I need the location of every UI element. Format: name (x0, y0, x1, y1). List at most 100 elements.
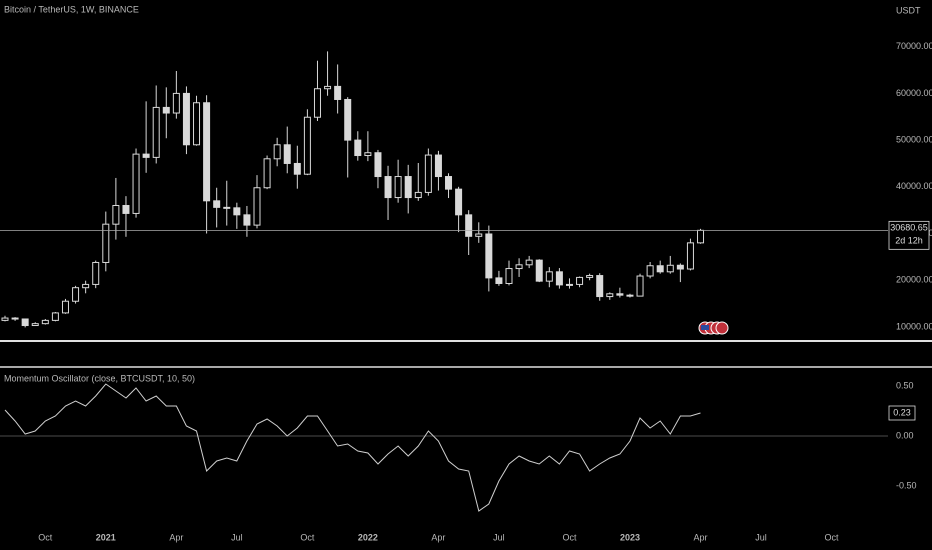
candle-body (666, 264, 674, 273)
candle-body (293, 162, 301, 175)
candle-body (72, 287, 80, 302)
candle-body (676, 264, 684, 270)
y-tick-label: -0.50 (896, 480, 917, 490)
candle-body (545, 271, 553, 282)
candle-body (515, 264, 523, 270)
candle-body (555, 271, 563, 286)
candle-body (525, 259, 533, 266)
candle-body (243, 214, 251, 226)
candle-body (213, 200, 221, 208)
candle-body (283, 144, 291, 164)
candle-body (606, 293, 614, 298)
countdown: 2d 12h (895, 236, 923, 246)
x-tick-label: Jul (493, 532, 505, 542)
candle-body (697, 229, 705, 244)
candle-body (11, 317, 19, 320)
candle-body (394, 176, 402, 199)
candle-body (152, 106, 160, 158)
y-tick-label: 20000.00 (896, 275, 932, 285)
candle-body (82, 283, 90, 289)
candle-body (434, 154, 442, 178)
candle-body (384, 176, 392, 199)
y-tick-label: 10000.00 (896, 321, 932, 331)
candle-body (313, 88, 321, 118)
candle-body (364, 152, 372, 157)
candle-body (485, 233, 493, 279)
candle-body (132, 153, 140, 214)
candle-body (233, 207, 241, 216)
candle-body (41, 319, 49, 325)
candle-body (424, 154, 432, 193)
x-tick-label: Jul (231, 532, 243, 542)
candle-body (263, 158, 271, 189)
x-tick-label: 2022 (358, 532, 378, 542)
candle-body (21, 318, 29, 327)
candle-body (475, 233, 483, 237)
candle-body (596, 275, 604, 298)
candle-body (162, 106, 170, 114)
y-axis-label: USDT (896, 5, 921, 15)
candle-body (495, 277, 503, 284)
x-tick-label: Apr (431, 532, 445, 542)
candle-body (223, 206, 231, 209)
candle-body (142, 153, 150, 158)
candle-body (344, 98, 352, 141)
candle-body (414, 191, 422, 199)
candle-body (374, 152, 382, 178)
candle-body (505, 268, 513, 284)
x-tick-label: Apr (169, 532, 183, 542)
candle-body (576, 276, 584, 285)
y-tick-label: 50000.00 (896, 134, 932, 144)
candle-body (636, 275, 644, 297)
candle-body (656, 265, 664, 273)
candle-body (445, 176, 453, 190)
candle-body (324, 85, 332, 90)
event-icons (698, 321, 729, 335)
candle-body (92, 261, 100, 285)
last-price-label: 30680.65 (890, 223, 928, 233)
x-tick-label: Oct (38, 532, 53, 542)
y-tick-label: 40000.00 (896, 181, 932, 191)
y-tick-label: 0.00 (896, 430, 914, 440)
candle-body (303, 116, 311, 175)
x-tick-label: Oct (825, 532, 840, 542)
candle-body (273, 144, 281, 160)
last-value-label: 0.23 (893, 407, 911, 417)
last-value-box (888, 405, 916, 421)
candle-body (193, 102, 201, 146)
candle-body (51, 312, 59, 321)
candle-body (616, 293, 624, 296)
candle-body (1, 317, 9, 321)
candle-body (112, 204, 120, 225)
candle-body (354, 139, 362, 157)
candle-body (122, 204, 130, 214)
chart-title: Bitcoin / TetherUS, 1W, BINANCE (4, 4, 139, 14)
candle-body (586, 275, 594, 278)
candle-body (334, 85, 342, 100)
candle-body (686, 242, 694, 270)
y-tick-label: 70000.00 (896, 41, 932, 51)
y-tick-label: 0.50 (896, 380, 914, 390)
candle-body (465, 214, 473, 237)
x-tick-label: Oct (300, 532, 315, 542)
x-tick-label: 2021 (96, 532, 116, 542)
candle-body (455, 188, 463, 216)
candle-body (626, 294, 634, 297)
candle-body (404, 176, 412, 199)
candle-body (182, 92, 190, 146)
candle-body (31, 323, 39, 327)
candle-body (61, 300, 69, 314)
x-tick-label: 2023 (620, 532, 640, 542)
last-price-box (888, 220, 930, 250)
candle-body (535, 259, 543, 282)
x-tick-label: Oct (562, 532, 577, 542)
indicator-title: Momentum Oscillator (close, BTCUSDT, 10,… (4, 373, 195, 383)
x-tick-label: Jul (755, 532, 767, 542)
candle-body (102, 223, 110, 263)
candle-body (203, 102, 211, 202)
candle-body (253, 187, 261, 226)
x-tick-label: Apr (694, 532, 708, 542)
y-tick-label: 60000.00 (896, 88, 932, 98)
